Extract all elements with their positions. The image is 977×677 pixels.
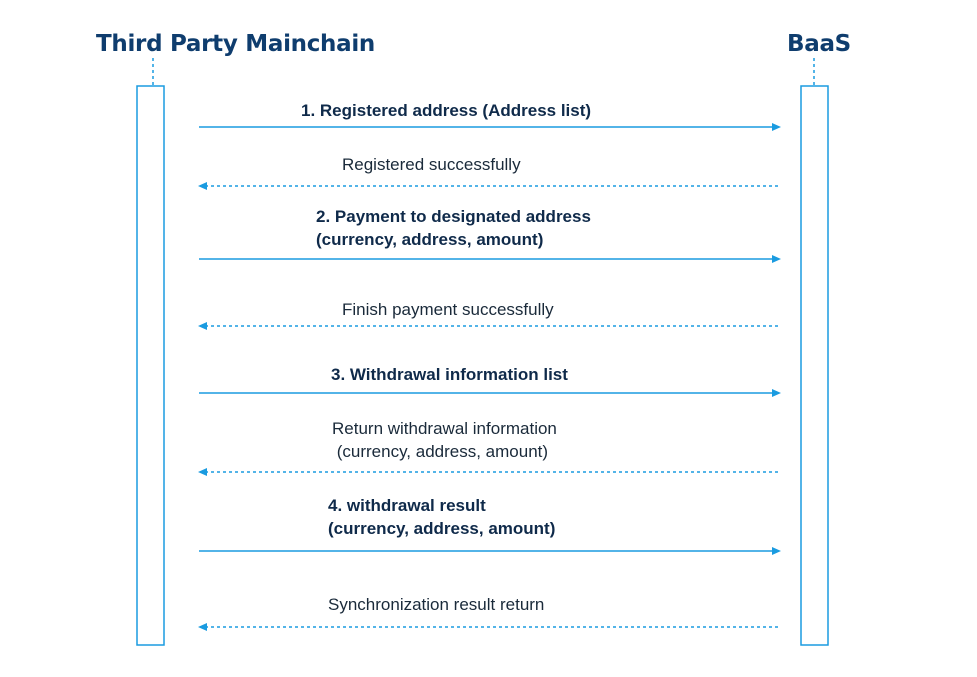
response-arrow-4: [198, 322, 778, 330]
response-arrow-8: [198, 623, 778, 631]
message-line: Finish payment successfully: [342, 300, 554, 319]
message-label-8: Synchronization result return: [328, 593, 544, 616]
response-arrow-2: [198, 182, 778, 190]
actor-third-party-mainchain: Third Party Mainchain: [96, 31, 376, 57]
message-line: (currency, address, amount): [328, 519, 556, 538]
message-line: 2. Payment to designated address: [316, 207, 591, 226]
message-line: (currency, address, amount): [332, 442, 549, 461]
message-label-6: Return withdrawal information (currency,…: [332, 417, 557, 463]
activation-box-left: [136, 85, 165, 646]
message-line: 3. Withdrawal information list: [331, 365, 568, 384]
message-label-4: Finish payment successfully: [342, 298, 554, 321]
message-label-3: 2. Payment to designated address (currenc…: [316, 205, 591, 251]
request-arrow-7: [199, 547, 781, 555]
message-line: Synchronization result return: [328, 595, 545, 614]
request-arrow-1: [199, 123, 781, 131]
message-line: (currency, address, amount): [316, 230, 544, 249]
request-arrow-3: [199, 255, 781, 263]
response-arrow-6: [198, 468, 778, 476]
message-line: Return withdrawal information: [332, 419, 557, 438]
message-label-1: 1. Registered address (Address list): [301, 99, 591, 122]
message-line: Registered successfully: [342, 155, 521, 174]
actor-baas: BaaS: [787, 31, 851, 57]
activation-box-right: [800, 85, 829, 646]
message-line: 4. withdrawal result: [328, 496, 486, 515]
request-arrow-5: [199, 389, 781, 397]
message-label-5: 3. Withdrawal information list: [331, 363, 568, 386]
message-label-7: 4. withdrawal result (currency, address, …: [328, 494, 555, 540]
message-line: 1. Registered address (Address list): [301, 101, 592, 120]
message-label-2: Registered successfully: [342, 153, 521, 176]
